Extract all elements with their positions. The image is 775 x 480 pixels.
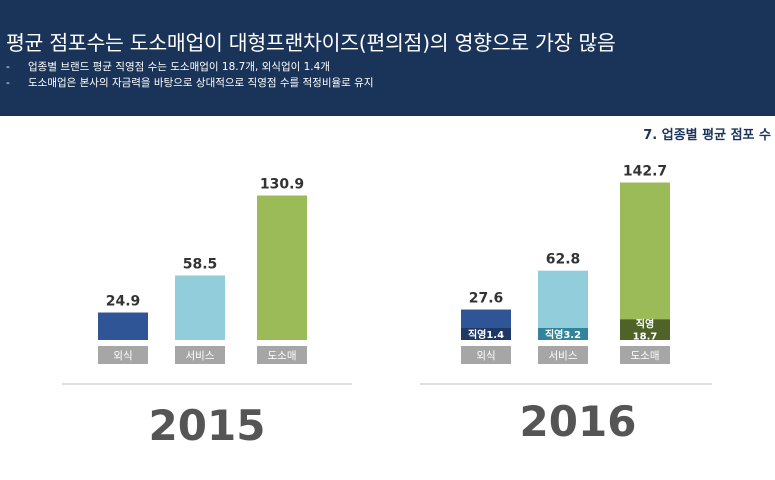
header-banner: 평균 점포수는 도소매업이 대형프랜차이즈(편의점)의 영향으로 가장 많음 -…: [0, 0, 775, 116]
bar-2015-0: [98, 312, 148, 340]
direct-label-2016-2: 18.7: [633, 332, 658, 343]
bar-2015-2: [257, 195, 307, 340]
category-label-2016-1: 서비스: [549, 350, 578, 362]
category-label-box-2016-1: [538, 346, 588, 364]
bullet-marker: -: [6, 61, 10, 73]
bullet-text: 도소매업은 본사의 자금력을 바탕으로 상대적으로 직영점 수를 적정비율로 유…: [28, 77, 374, 89]
category-label-box-2015-1: [175, 346, 225, 364]
bullet-text: 업종별 브랜드 평균 직영점 수는 도소매업이 18.7개, 외식업이 1.4개: [28, 61, 330, 73]
year-label-2015: 2015: [149, 401, 266, 450]
value-label-2015-0: 24.9: [106, 294, 141, 310]
year-label-2016: 2016: [520, 397, 637, 446]
direct-label-2016-0: 직영1.4: [468, 328, 504, 341]
direct-segment-2016-2: [620, 319, 670, 340]
category-label-2015-2: 도소매: [268, 350, 297, 362]
category-label-2016-2: 도소매: [631, 350, 660, 362]
section-title: 7. 업종별 평균 점포 수: [643, 128, 771, 143]
value-label-2015-2: 130.9: [260, 177, 304, 193]
category-label-box-2015-0: [98, 346, 148, 364]
bar-2016-2: [620, 182, 670, 340]
page-title: 평균 점포수는 도소매업이 대형프랜차이즈(편의점)의 영향으로 가장 많음: [6, 31, 616, 55]
value-label-2016-1: 62.8: [546, 252, 581, 268]
direct-segment-2016-1: [538, 328, 588, 340]
direct-label-2016-2: 직영: [636, 318, 654, 331]
bar-2015-1: [175, 275, 225, 340]
direct-segment-2016-0: [461, 328, 511, 340]
value-label-2016-0: 27.6: [469, 291, 504, 307]
bullet-item: - 업종별 브랜드 평균 직영점 수는 도소매업이 18.7개, 외식업이 1.4…: [6, 59, 330, 74]
bullet-marker: -: [6, 77, 10, 89]
category-label-2016-0: 외식: [476, 350, 495, 362]
category-label-box-2015-2: [257, 346, 307, 364]
bullet-item: - 도소매업은 본사의 자금력을 바탕으로 상대적으로 직영점 수를 적정비율로 …: [6, 75, 373, 90]
category-label-box-2016-2: [620, 346, 670, 364]
category-label-box-2016-0: [461, 346, 511, 364]
category-label-2015-1: 서비스: [186, 350, 215, 362]
category-label-2015-0: 외식: [113, 350, 132, 362]
value-label-2015-1: 58.5: [183, 256, 218, 272]
direct-label-2016-1: 직영3.2: [545, 328, 581, 341]
value-label-2016-2: 142.7: [623, 164, 667, 180]
